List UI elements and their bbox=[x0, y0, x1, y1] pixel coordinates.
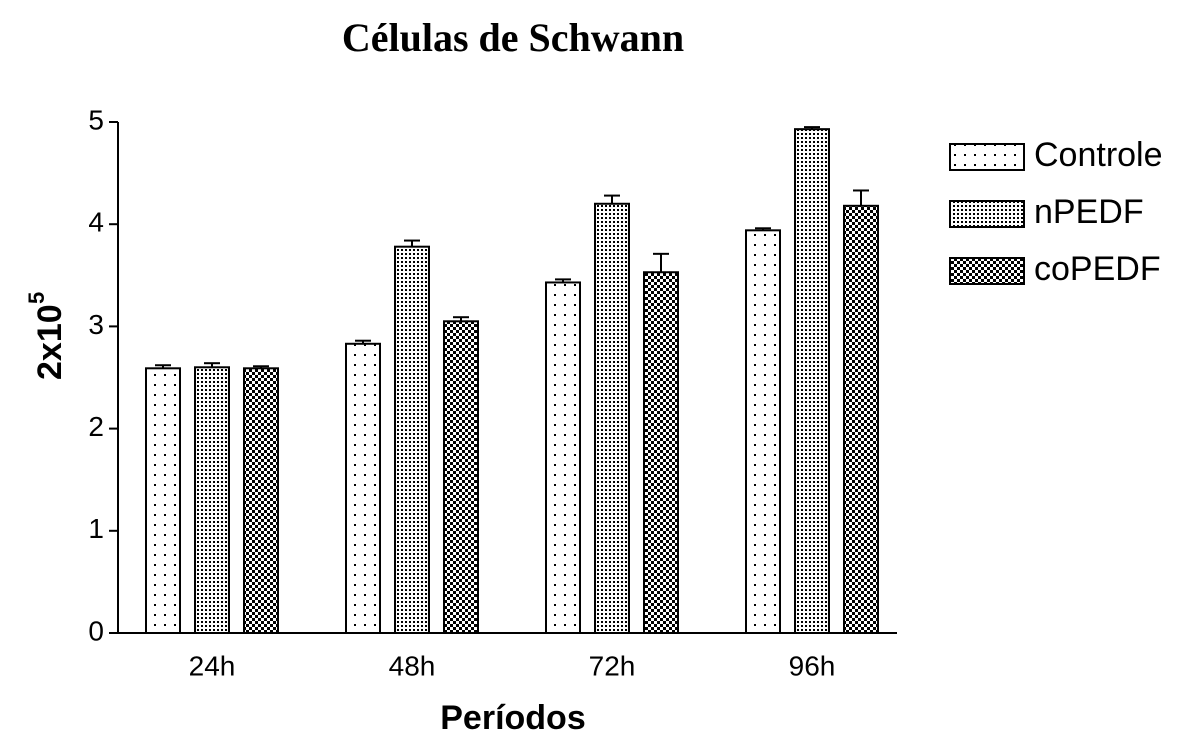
bar bbox=[545, 281, 581, 634]
bar bbox=[594, 202, 630, 634]
bar bbox=[643, 271, 679, 634]
y-tick-label: 5 bbox=[88, 104, 104, 135]
bar bbox=[194, 366, 230, 634]
y-axis-label-exponent: 5 bbox=[24, 292, 49, 304]
y-tick-label: 0 bbox=[88, 615, 104, 646]
y-tick-label: 3 bbox=[88, 309, 104, 340]
x-tick-label: 48h bbox=[389, 650, 436, 681]
legend-label: coPEDF bbox=[1034, 250, 1161, 288]
legend-label: Controle bbox=[1034, 136, 1163, 174]
bar bbox=[145, 367, 181, 634]
bar bbox=[443, 320, 479, 634]
x-tick-label: 24h bbox=[189, 650, 236, 681]
x-tick-label: 96h bbox=[789, 650, 836, 681]
y-axis-label: 2x10 bbox=[31, 304, 69, 380]
y-tick-label: 4 bbox=[88, 207, 104, 238]
bar bbox=[243, 367, 279, 634]
chart-title: Células de Schwann bbox=[342, 15, 684, 60]
legend-swatch bbox=[949, 143, 1025, 171]
x-tick-label: 72h bbox=[589, 650, 636, 681]
y-tick-label: 2 bbox=[88, 411, 104, 442]
legend-swatch bbox=[949, 200, 1025, 228]
bar bbox=[745, 229, 781, 634]
legend-label: nPEDF bbox=[1034, 193, 1144, 231]
x-axis-label: Períodos bbox=[440, 699, 585, 737]
legend-swatch bbox=[949, 257, 1025, 285]
bar bbox=[843, 204, 879, 635]
bar bbox=[345, 342, 381, 634]
bar bbox=[394, 245, 430, 635]
bar bbox=[794, 128, 830, 635]
y-tick-label: 1 bbox=[88, 513, 104, 544]
y-axis-label-group: 2x10 5 bbox=[24, 292, 69, 380]
